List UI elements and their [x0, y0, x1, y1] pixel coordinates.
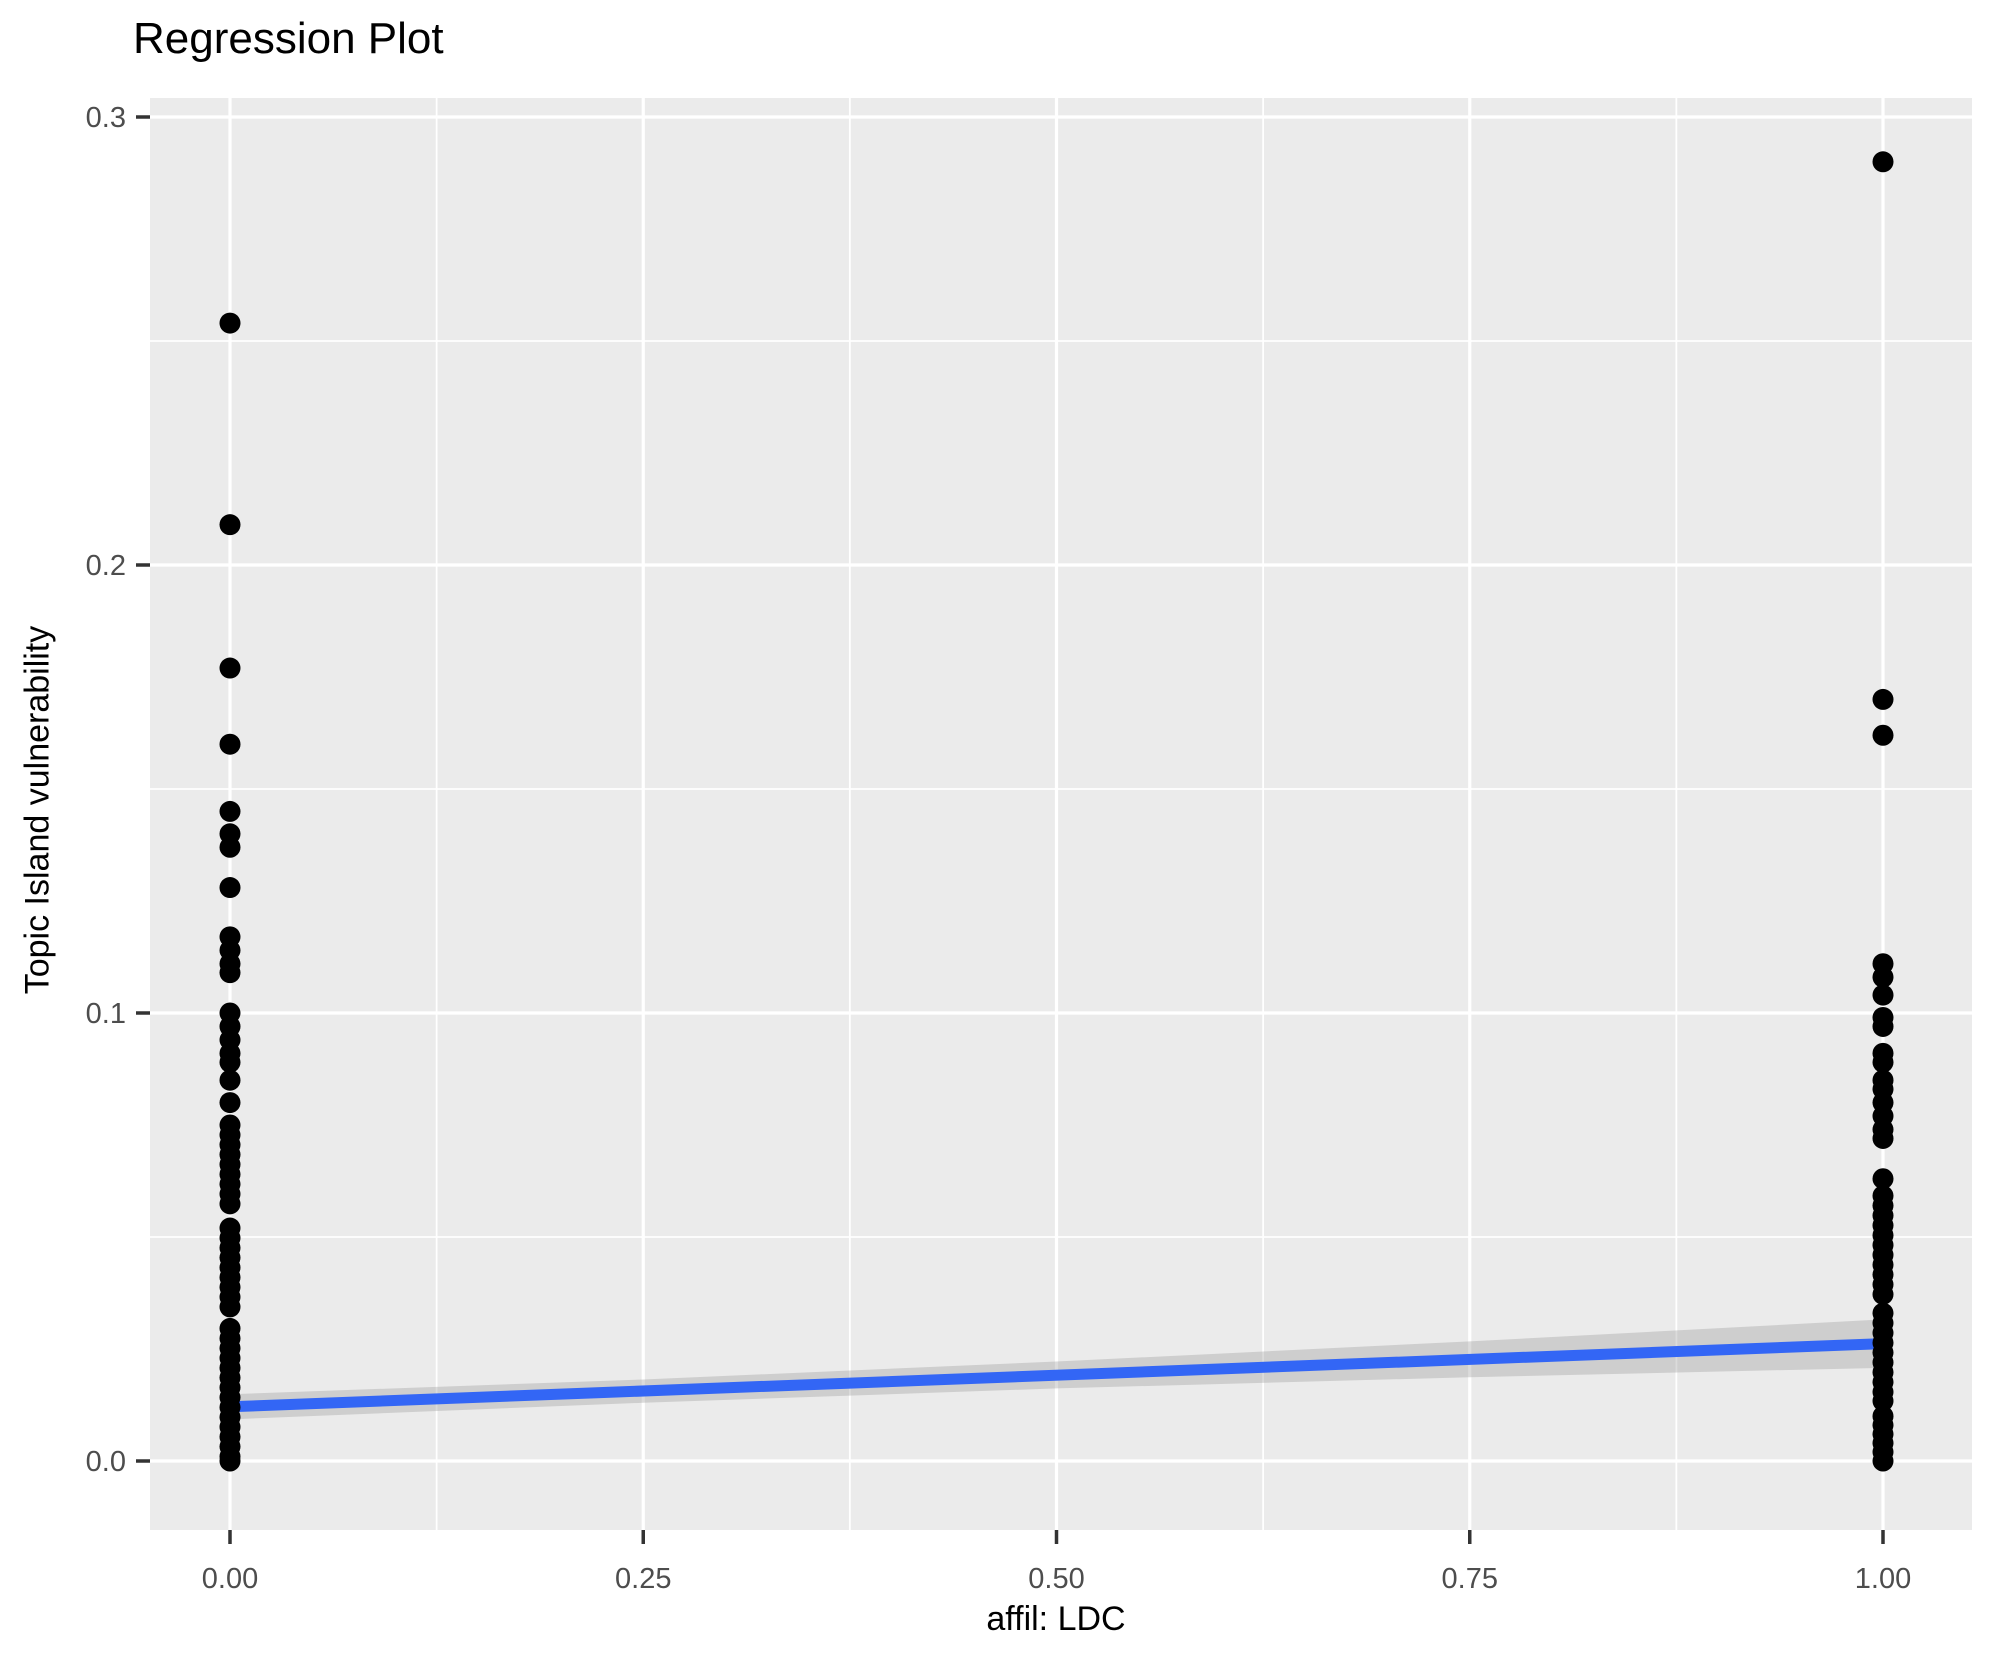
data-point	[1872, 984, 1894, 1006]
data-point	[219, 312, 241, 334]
data-point	[219, 1069, 241, 1091]
y-tick-label: 0.0	[86, 1446, 126, 1478]
data-point	[1872, 724, 1894, 746]
data-point	[219, 1193, 241, 1215]
data-point	[1872, 151, 1894, 173]
data-point	[219, 877, 241, 899]
data-point	[219, 1092, 241, 1114]
data-point	[219, 1051, 241, 1073]
y-tick-label: 0.3	[86, 102, 126, 134]
data-point	[1872, 966, 1894, 988]
data-point	[219, 800, 241, 822]
y-tick-label: 0.2	[86, 550, 126, 582]
data-point	[219, 657, 241, 679]
data-point	[1872, 1127, 1894, 1149]
data-point	[219, 1450, 241, 1472]
data-point	[219, 733, 241, 755]
y-axis-title: Topic Island vulnerability	[18, 625, 57, 995]
data-point	[1872, 1168, 1894, 1190]
data-point	[1872, 1283, 1894, 1305]
series-0	[219, 312, 241, 1472]
x-tick-label: 0.25	[615, 1563, 671, 1595]
x-tick-label: 0.50	[1028, 1563, 1084, 1595]
data-point	[1872, 1015, 1894, 1037]
data-point	[219, 836, 241, 858]
x-tick-label: 1.00	[1855, 1563, 1911, 1595]
plot-title: Regression Plot	[133, 14, 444, 63]
data-point	[1872, 688, 1894, 710]
data-point	[1872, 1051, 1894, 1073]
x-tick-label: 0.00	[202, 1563, 258, 1595]
x-axis-title: affil: LDC	[986, 1600, 1126, 1638]
data-point	[219, 962, 241, 984]
data-point	[219, 514, 241, 536]
series-1	[1872, 151, 1894, 1472]
y-tick-label: 0.1	[86, 998, 126, 1030]
data-point	[219, 1296, 241, 1318]
x-tick-label: 0.75	[1442, 1563, 1498, 1595]
data-point	[1872, 1450, 1894, 1472]
plot-panel-background	[150, 98, 1972, 1530]
regression-line	[229, 1338, 1884, 1413]
data-point	[1872, 1390, 1894, 1412]
